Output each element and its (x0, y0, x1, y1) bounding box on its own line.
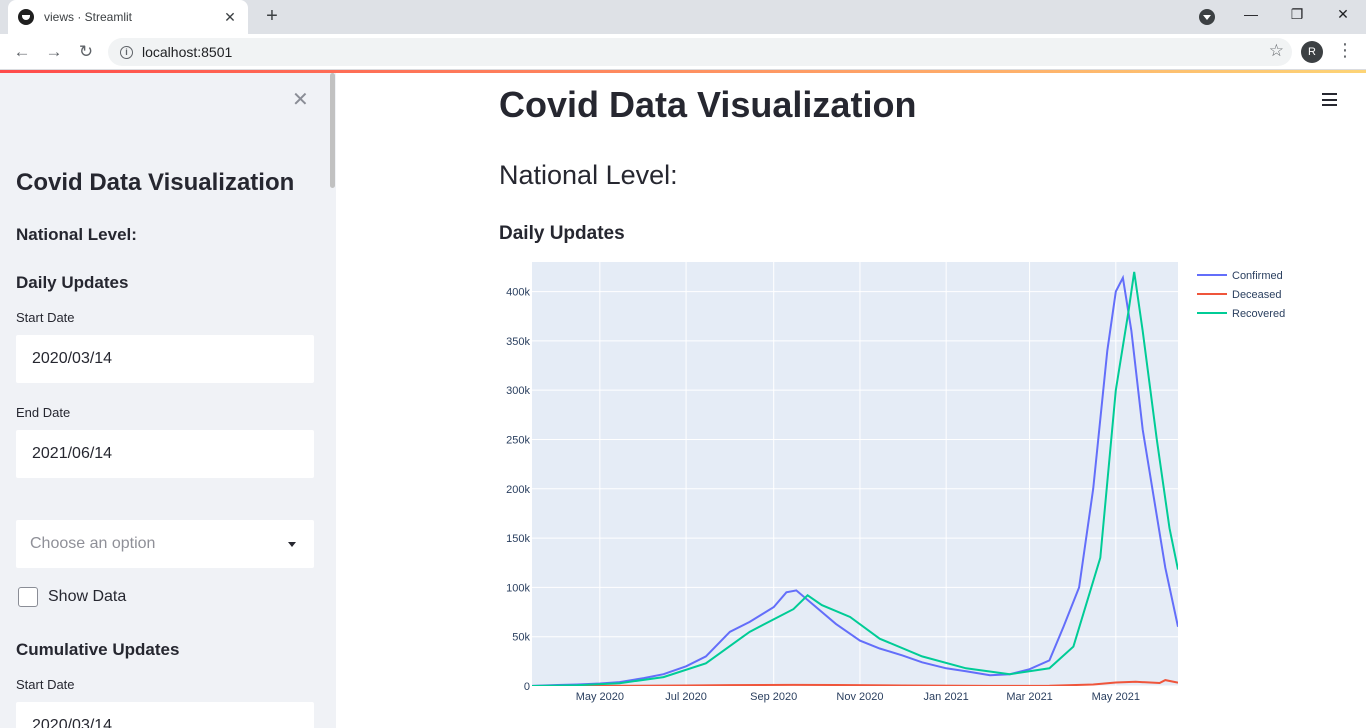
y-tick-label: 200k (506, 484, 530, 496)
reload-icon[interactable]: ↻ (78, 42, 94, 61)
sidebar-daily-heading: Daily Updates (16, 273, 129, 292)
start-date-input[interactable]: 2020/03/14 (16, 335, 314, 383)
site-info-icon[interactable]: i (120, 45, 133, 59)
cum-start-date-input[interactable]: 2020/03/14 (16, 702, 314, 728)
sidebar: ✕ Covid Data Visualization National Leve… (0, 73, 336, 728)
legend-label-recovered: Recovered (1232, 308, 1285, 320)
y-tick-label: 350k (506, 336, 530, 348)
x-tick-label: Jan 2021 (924, 691, 969, 703)
x-tick-label: Sep 2020 (750, 691, 797, 703)
sidebar-national-heading: National Level: (16, 225, 137, 244)
y-tick-label: 400k (506, 287, 530, 299)
show-data-checkbox-row[interactable]: Show Data (18, 587, 126, 607)
plot-background (532, 262, 1178, 686)
sidebar-close-icon[interactable]: ✕ (292, 89, 309, 111)
url-text: localhost:8501 (142, 44, 233, 60)
hamburger-menu-icon[interactable] (1322, 93, 1337, 106)
series-line-recovered (532, 271, 1178, 686)
address-bar[interactable]: i localhost:8501 ☆ (108, 38, 1292, 66)
browser-tabbar: views · Streamlit ✕ + — ❐ ✕ (0, 0, 1366, 34)
x-tick-label: May 2021 (1092, 691, 1140, 703)
x-tick-label: Nov 2020 (836, 691, 883, 703)
browser-toolbar: ← → ↻ i localhost:8501 ☆ R ⋮ (0, 34, 1366, 70)
y-tick-label: 250k (506, 434, 530, 446)
series-line-confirmed (532, 274, 1178, 686)
show-data-label: Show Data (48, 588, 127, 605)
x-tick-label: May 2020 (576, 691, 624, 703)
end-date-input[interactable]: 2021/06/14 (16, 430, 314, 478)
y-tick-label: 0 (524, 681, 530, 693)
new-tab-icon[interactable]: + (266, 5, 278, 27)
restore-icon[interactable]: ❐ (1290, 6, 1304, 22)
streamlit-decoration-bar (0, 70, 1366, 73)
series-line-deceased (532, 679, 1178, 686)
cum-start-date-label: Start Date (16, 677, 75, 692)
x-tick-label: Jul 2020 (665, 691, 707, 703)
start-date-label: Start Date (16, 310, 75, 325)
y-tick-label: 300k (506, 385, 530, 397)
browser-tab[interactable]: views · Streamlit ✕ (8, 0, 248, 34)
sidebar-scrollbar[interactable] (330, 73, 335, 188)
streamlit-favicon-icon (18, 9, 34, 25)
y-tick-label: 50k (512, 632, 530, 644)
back-icon[interactable]: ← (13, 42, 31, 61)
daily-updates-chart[interactable]: 0 50k 100k 150k 200k 250k 300k 350k 400k May 2020… (499, 260, 1309, 710)
option-select[interactable]: Choose an option (16, 520, 314, 568)
browser-menu-icon[interactable]: ⋮ (1336, 40, 1354, 60)
x-tick-label: Mar 2021 (1006, 691, 1052, 703)
chart-svg[interactable]: 0 50k 100k 150k 200k 250k 300k 350k 400k May 2020… (499, 260, 1309, 710)
legend-label-deceased: Deceased (1232, 289, 1282, 301)
sidebar-title: Covid Data Visualization (16, 169, 295, 196)
end-date-label: End Date (16, 405, 71, 420)
window-close-icon[interactable]: ✕ (1337, 6, 1349, 22)
tab-title: views · Streamlit (44, 10, 133, 24)
page-subtitle: National Level: (499, 160, 678, 190)
section-heading: Daily Updates (499, 223, 625, 244)
forward-icon[interactable]: → (45, 42, 63, 61)
show-data-checkbox[interactable] (18, 587, 38, 607)
bookmark-star-icon[interactable]: ☆ (1268, 41, 1284, 60)
tab-search-icon[interactable] (1199, 9, 1215, 25)
y-tick-label: 150k (506, 533, 530, 545)
minimize-icon[interactable]: — (1244, 6, 1258, 22)
option-select-placeholder: Choose an option (30, 535, 156, 552)
sidebar-cumulative-heading: Cumulative Updates (16, 640, 180, 659)
page-title: Covid Data Visualization (499, 84, 917, 125)
chevron-down-icon (288, 542, 296, 547)
legend-label-confirmed: Confirmed (1232, 270, 1283, 282)
y-tick-label: 100k (506, 582, 530, 594)
profile-avatar[interactable]: R (1301, 41, 1323, 63)
tab-close-icon[interactable]: ✕ (224, 8, 236, 25)
